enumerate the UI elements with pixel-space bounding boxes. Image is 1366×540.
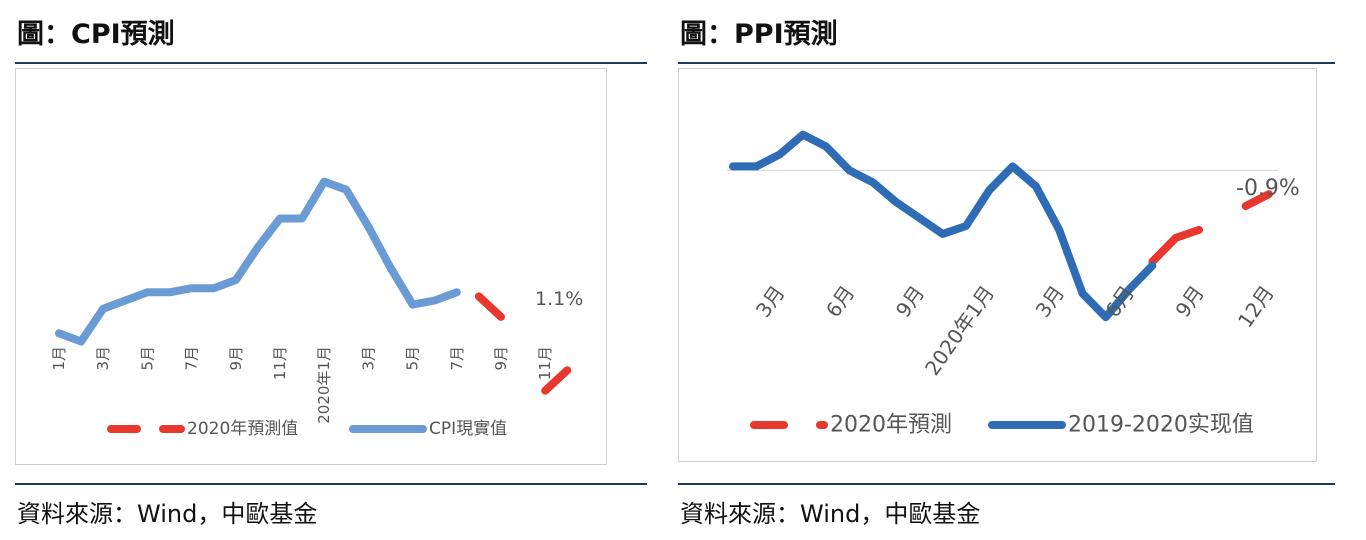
cpi-chart: 1月 3月 5月 7月 9月 11月 2020年1月 3月 5月 7月 9月 11月 1.1% 2020年… [50,177,583,439]
legend-item: 2019-2020实现值 [988,413,1254,438]
x-tick-label: 9月 [891,281,929,322]
x-tick-label: 3月 [1031,281,1069,322]
legend-item: 2020年預測值 [107,419,298,439]
x-tick-label: 7月 [448,346,466,371]
chart-title: 圖：CPI預測 [17,19,175,50]
legend-item: 2020年預測 [750,413,952,438]
chart-title: 圖：PPI預測 [680,19,838,50]
x-tick-label: 12月 [1233,281,1279,332]
x-tick-label: 11月 [536,346,554,380]
x-tick-label: 3月 [94,346,112,371]
ppi-panel: 圖：PPI預測 3月 6月 9月 2020年1月 3月 6月 9月 12月 -0.9% 2020年… [678,0,1335,540]
x-tick-label: 3月 [751,281,789,322]
x-tick-label: 5月 [138,346,156,371]
source-divider [15,483,647,485]
title-divider [678,62,1335,64]
data-label: -0.9% [1236,176,1300,201]
title-divider [15,62,647,64]
legend-label: 2020年預測 [830,413,952,438]
x-tick-label: 6月 [821,281,859,322]
x-tick-label: 5月 [404,346,422,371]
chart-area: 3月 6月 9月 2020年1月 3月 6月 9月 12月 -0.9% 2020年預測 2019-2… [678,68,1317,462]
data-label: 1.1% [535,288,583,310]
cpi-panel: 圖：CPI預測 1月 3月 5月 7月 9月 11月 2020年1月 3月 5月 7月 9月 11月 1… [15,0,647,540]
x-tick-label: 3月 [359,346,377,371]
x-tick-label: 2020年1月 [315,346,333,424]
x-tick-label: 7月 [183,346,201,371]
legend-label: 2019-2020实现值 [1068,413,1254,438]
series-line-2 [55,177,461,346]
x-tick-label: 9月 [227,346,245,371]
x-tick-label: 9月 [1170,281,1208,322]
x-tick-label: 9月 [492,346,510,371]
x-tick-label: 1月 [50,346,68,371]
series-line-1 [1148,225,1203,266]
series-line-1 [541,366,572,395]
source-note: 資料來源：Wind，中歐基金 [680,500,981,528]
series-line-1 [474,292,505,321]
source-note: 資料來源：Wind，中歐基金 [17,500,318,528]
legend-item: CPI現實值 [349,419,507,439]
x-tick-label: 2020年1月 [920,281,999,380]
chart-area: 1月 3月 5月 7月 9月 11月 2020年1月 3月 5月 7月 9月 11月 1.1% 2020年… [15,68,607,465]
x-tick-label: 11月 [271,346,289,380]
legend-label: CPI現實值 [429,419,507,439]
series-line-1 [1241,190,1273,211]
legend-label: 2020年預測值 [187,419,298,439]
series-line-2 [729,130,1157,322]
source-divider [678,483,1335,485]
